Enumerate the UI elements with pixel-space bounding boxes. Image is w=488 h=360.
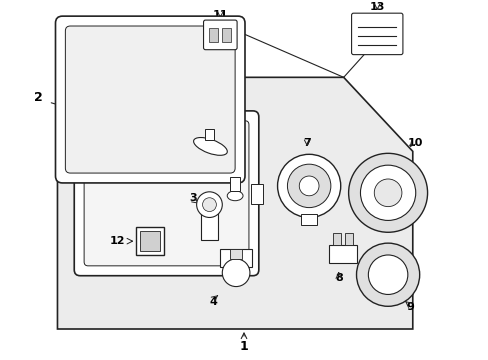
Text: 8: 8 [334, 273, 342, 283]
FancyBboxPatch shape [84, 121, 248, 266]
Circle shape [202, 198, 216, 212]
Ellipse shape [193, 138, 227, 155]
Text: 10: 10 [407, 139, 423, 148]
Bar [344, 233, 352, 245]
Text: 12: 12 [110, 236, 125, 246]
Bar [136, 228, 164, 255]
FancyBboxPatch shape [203, 20, 237, 50]
Text: 5: 5 [203, 120, 211, 130]
Circle shape [287, 164, 330, 208]
Circle shape [196, 192, 222, 217]
Bar [222, 28, 231, 42]
Text: 11: 11 [212, 10, 227, 20]
Bar [209, 28, 218, 42]
Bar [332, 233, 340, 245]
Circle shape [356, 243, 419, 306]
FancyBboxPatch shape [351, 13, 402, 55]
Circle shape [367, 255, 407, 294]
Circle shape [360, 165, 415, 220]
Polygon shape [58, 77, 412, 329]
Bar [301, 213, 316, 225]
Circle shape [222, 259, 249, 287]
FancyBboxPatch shape [65, 26, 235, 173]
Bar [140, 231, 160, 251]
Bar [204, 129, 214, 140]
Bar [250, 184, 262, 204]
Text: 3: 3 [188, 193, 196, 203]
Text: 13: 13 [369, 2, 384, 12]
Bar [200, 212, 218, 240]
Text: 7: 7 [303, 139, 310, 148]
Bar [230, 177, 240, 191]
Bar [220, 249, 251, 267]
Ellipse shape [227, 191, 243, 201]
Bar [328, 245, 356, 263]
Circle shape [348, 153, 427, 232]
Text: 6: 6 [234, 171, 242, 181]
Text: 2: 2 [34, 91, 43, 104]
FancyBboxPatch shape [74, 111, 258, 276]
Circle shape [373, 179, 401, 207]
Text: 4: 4 [209, 297, 217, 307]
Circle shape [277, 154, 340, 217]
Text: 1: 1 [239, 340, 248, 353]
FancyBboxPatch shape [55, 16, 244, 183]
Circle shape [299, 176, 318, 196]
Bar [230, 249, 242, 259]
Text: 9: 9 [406, 302, 414, 312]
